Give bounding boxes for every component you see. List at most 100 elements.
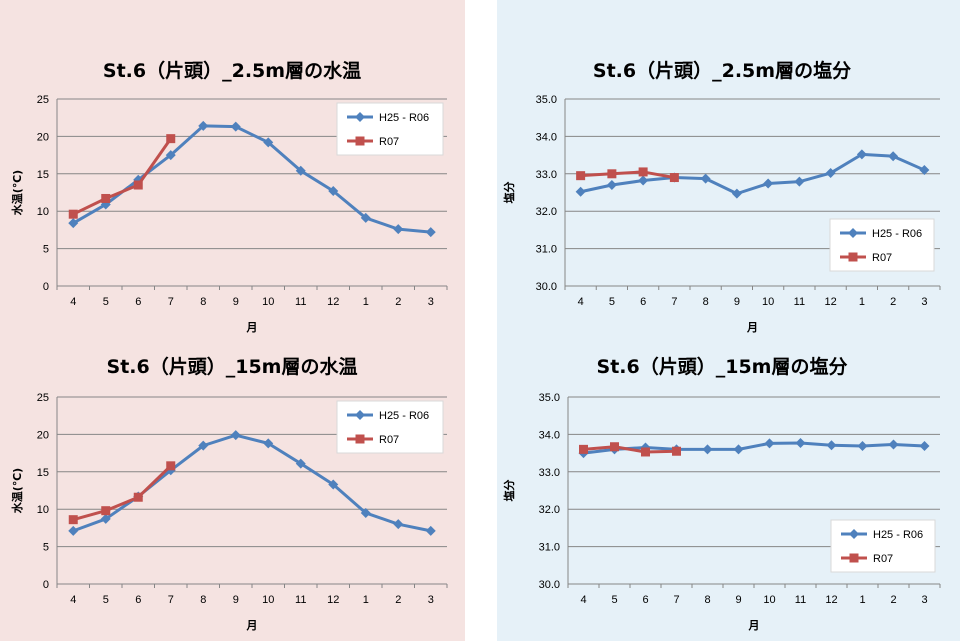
data-point bbox=[888, 439, 899, 450]
y-tick-label: 10 bbox=[37, 206, 49, 218]
data-point bbox=[794, 176, 805, 187]
x-tick-label: 5 bbox=[103, 296, 109, 308]
data-point bbox=[328, 479, 339, 490]
legend-label: R07 bbox=[872, 252, 892, 264]
x-tick-label: 11 bbox=[295, 594, 306, 606]
x-axis-label: 月 bbox=[746, 321, 758, 334]
data-point bbox=[606, 180, 617, 191]
legend-marker bbox=[848, 252, 858, 262]
y-tick-label: 30.0 bbox=[536, 281, 557, 293]
legend-box bbox=[336, 400, 444, 454]
y-axis-label: 塩分 bbox=[502, 182, 516, 204]
data-point bbox=[166, 134, 176, 144]
data-point bbox=[295, 458, 306, 469]
legend-box bbox=[830, 519, 936, 573]
x-axis-label: 月 bbox=[246, 321, 258, 334]
series-line-2 bbox=[72, 464, 172, 522]
series-line-2 bbox=[580, 170, 675, 180]
data-point bbox=[360, 212, 371, 223]
x-tick-label: 3 bbox=[428, 296, 434, 308]
x-tick-label: 2 bbox=[395, 594, 401, 606]
data-point bbox=[672, 446, 681, 456]
y-tick-label: 32.0 bbox=[539, 504, 560, 516]
data-point bbox=[68, 209, 78, 219]
data-point bbox=[579, 444, 588, 454]
x-tick-label: 12 bbox=[327, 296, 339, 308]
x-tick-label: 10 bbox=[262, 594, 274, 606]
x-tick-label: 5 bbox=[103, 594, 109, 606]
x-tick-label: 9 bbox=[233, 594, 239, 606]
data-point bbox=[68, 218, 79, 229]
data-point bbox=[576, 171, 586, 181]
data-point bbox=[888, 151, 899, 162]
y-tick-label: 31.0 bbox=[539, 542, 560, 554]
data-point bbox=[610, 442, 619, 452]
data-point bbox=[263, 438, 274, 449]
data-point bbox=[101, 506, 111, 516]
data-point bbox=[641, 447, 650, 457]
legend-marker bbox=[355, 434, 365, 444]
x-tick-label: 6 bbox=[135, 296, 141, 308]
x-tick-label: 8 bbox=[200, 296, 206, 308]
data-point bbox=[763, 178, 774, 189]
data-point bbox=[263, 137, 274, 148]
y-tick-label: 5 bbox=[43, 244, 49, 256]
x-tick-label: 11 bbox=[795, 594, 806, 606]
data-point bbox=[230, 430, 241, 441]
x-tick-label: 4 bbox=[580, 594, 586, 606]
y-tick-label: 33.0 bbox=[539, 467, 560, 479]
x-tick-label: 5 bbox=[611, 594, 617, 606]
chart-title: St.6（片頭）_2.5m層の塩分 bbox=[593, 59, 851, 82]
legend-marker bbox=[849, 529, 859, 539]
x-tick-label: 7 bbox=[673, 594, 679, 606]
data-point bbox=[230, 121, 241, 132]
y-axis-label: 水温(℃) bbox=[10, 468, 24, 513]
y-tick-label: 34.0 bbox=[536, 131, 557, 143]
x-tick-label: 3 bbox=[921, 594, 927, 606]
x-tick-label: 12 bbox=[327, 594, 339, 606]
x-tick-label: 6 bbox=[640, 296, 646, 308]
data-point bbox=[857, 440, 868, 451]
legend-label: H25 - R06 bbox=[379, 112, 429, 124]
data-point bbox=[68, 525, 79, 536]
data-point bbox=[731, 188, 742, 199]
data-point bbox=[393, 519, 404, 530]
chart-2: St.6（片頭）_2.5m層の塩分 30.0 31.0 32.0 33.0 34.0 35.… bbox=[502, 59, 941, 334]
data-point bbox=[295, 165, 306, 176]
y-tick-label: 25 bbox=[37, 392, 49, 404]
series-line-1 bbox=[580, 152, 925, 196]
x-tick-label: 3 bbox=[428, 594, 434, 606]
legend-marker bbox=[848, 228, 858, 238]
series-line-1 bbox=[583, 441, 925, 455]
chart-4: St.6（片頭）_15m層の塩分 30.0 31.0 32.0 33.0 34.0 35.0… bbox=[502, 355, 941, 632]
data-point bbox=[825, 168, 836, 179]
data-point bbox=[795, 438, 806, 449]
data-point bbox=[133, 180, 143, 190]
data-point bbox=[198, 440, 209, 451]
legend-marker bbox=[355, 112, 365, 122]
x-tick-label: 5 bbox=[609, 296, 615, 308]
x-tick-label: 11 bbox=[794, 296, 805, 308]
data-point bbox=[638, 167, 648, 177]
data-point bbox=[919, 165, 930, 176]
x-tick-label: 2 bbox=[890, 296, 896, 308]
series-line-1 bbox=[72, 124, 431, 234]
x-tick-label: 10 bbox=[262, 296, 274, 308]
y-tick-label: 35.0 bbox=[536, 94, 557, 106]
chart-title: St.6（片頭）_2.5m層の水温 bbox=[103, 59, 361, 82]
y-tick-label: 32.0 bbox=[536, 206, 557, 218]
x-tick-label: 8 bbox=[703, 296, 709, 308]
data-point bbox=[133, 492, 143, 502]
x-tick-label: 1 bbox=[363, 296, 369, 308]
x-tick-label: 10 bbox=[762, 296, 774, 308]
data-point bbox=[919, 440, 930, 451]
x-tick-label: 8 bbox=[200, 594, 206, 606]
x-axis-label: 月 bbox=[246, 619, 258, 632]
y-tick-label: 5 bbox=[43, 542, 49, 554]
x-tick-label: 4 bbox=[70, 296, 76, 308]
legend-marker bbox=[355, 410, 365, 420]
x-tick-label: 6 bbox=[642, 594, 648, 606]
